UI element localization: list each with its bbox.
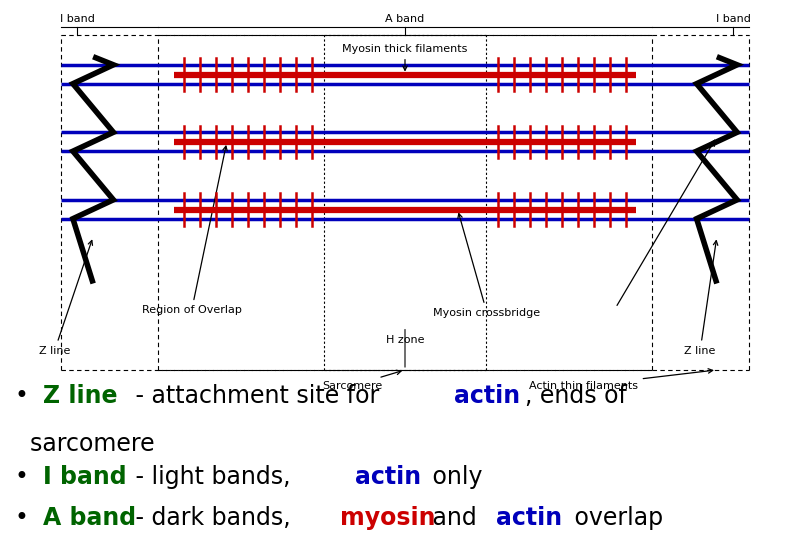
Text: A band: A band: [386, 14, 424, 24]
Text: A band: A band: [43, 507, 136, 530]
Text: Myosin crossbridge: Myosin crossbridge: [433, 213, 540, 318]
Text: and: and: [425, 507, 484, 530]
Text: - attachment site for: - attachment site for: [128, 384, 386, 408]
Text: •: •: [15, 384, 36, 408]
Text: , ends of: , ends of: [525, 384, 626, 408]
Text: actin: actin: [497, 507, 562, 530]
Text: actin: actin: [454, 384, 520, 408]
Text: •: •: [15, 507, 36, 530]
Text: actin: actin: [355, 465, 420, 489]
Text: - light bands,: - light bands,: [128, 465, 298, 489]
Text: myosin: myosin: [340, 507, 436, 530]
Text: Actin thin filaments: Actin thin filaments: [529, 369, 713, 391]
Text: Z line: Z line: [39, 240, 92, 356]
Text: I band: I band: [43, 465, 126, 489]
Text: Z line: Z line: [684, 241, 718, 356]
Text: H zone: H zone: [386, 335, 424, 345]
Text: only: only: [425, 465, 483, 489]
Text: Myosin thick filaments: Myosin thick filaments: [343, 44, 467, 70]
Text: I band: I band: [59, 14, 95, 24]
Text: Z line: Z line: [43, 384, 117, 408]
Text: I band: I band: [715, 14, 751, 24]
Text: overlap: overlap: [567, 507, 663, 530]
Text: Region of Overlap: Region of Overlap: [142, 146, 241, 315]
Text: Sarcomere: Sarcomere: [322, 370, 401, 391]
Text: sarcomere: sarcomere: [15, 433, 154, 456]
Text: •: •: [15, 465, 36, 489]
Text: - dark bands,: - dark bands,: [128, 507, 298, 530]
